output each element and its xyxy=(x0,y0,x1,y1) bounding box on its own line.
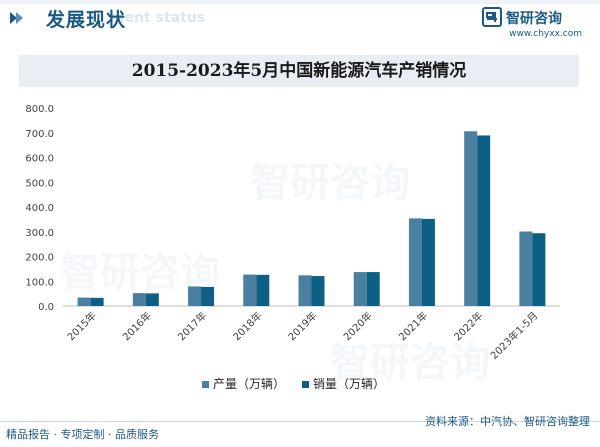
bar-production xyxy=(353,272,367,306)
y-tick-label: 400.0 xyxy=(25,203,54,214)
y-axis-ticks: 0.0 100.0 200.0 300.0 400.0 500.0 600.0 700.0 80… xyxy=(25,104,54,313)
chart-title-bar: 2015-2023年5月中国新能源汽车产销情况 xyxy=(19,55,579,87)
bar-production xyxy=(77,297,91,306)
footer-tagline: 精品报告 · 专项定制 · 品质服务 xyxy=(6,428,159,441)
bar-production xyxy=(298,275,312,306)
watermark-text: 智研咨询 xyxy=(250,160,410,206)
footer-divider xyxy=(0,421,600,422)
x-tick-label: 2023年1-5月 xyxy=(488,309,541,362)
x-tick-label: 2016年 xyxy=(120,309,154,343)
section-title: 发展现状 xyxy=(46,9,127,31)
brand-logo-icon xyxy=(482,7,502,27)
brand-name: 智研咨询 xyxy=(506,11,562,27)
bar-sales xyxy=(532,233,546,306)
legend-label: 销量（万辆） xyxy=(313,377,385,391)
x-tick-label: 2020年 xyxy=(341,309,375,343)
bar-sales xyxy=(90,297,104,306)
bar-production xyxy=(408,218,422,306)
bar-sales xyxy=(145,293,159,306)
y-tick-label: 200.0 xyxy=(25,253,54,264)
y-tick-label: 500.0 xyxy=(25,178,54,189)
section-chevron-icon xyxy=(10,12,23,24)
y-tick-label: 700.0 xyxy=(25,129,54,140)
bar-production xyxy=(132,293,146,306)
x-axis-labels: 2015年 2016年 2017年 2018年 2019年 2020年 2021年 2022年… xyxy=(64,309,540,362)
bar-production xyxy=(519,231,533,306)
brand-url: www.chyxx.com xyxy=(509,29,582,39)
legend-label: 产量（万辆） xyxy=(213,377,285,391)
bar-sales xyxy=(366,272,380,306)
bar-sales xyxy=(477,135,491,306)
brand: 智研咨询 xyxy=(482,7,582,29)
bar-sales xyxy=(256,274,270,306)
header-accent-bar xyxy=(0,0,600,4)
bar-production xyxy=(243,274,257,306)
x-tick-label: 2017年 xyxy=(175,309,209,343)
footer-source: 资料来源：中汽协、智研咨询整理 xyxy=(425,415,590,428)
y-tick-label: 100.0 xyxy=(25,277,54,288)
chart-legend: 产量（万辆） 销量（万辆） xyxy=(202,377,385,391)
bar-sales xyxy=(201,286,215,306)
legend-swatch xyxy=(202,381,209,388)
x-tick-label: 2022年 xyxy=(451,309,485,343)
bar-sales xyxy=(311,276,325,306)
x-tick-label: 2018年 xyxy=(230,309,264,343)
bar-sales xyxy=(421,218,435,306)
y-tick-label: 300.0 xyxy=(25,228,54,239)
y-tick-label: 800.0 xyxy=(25,104,54,115)
page-header: ment status 发展现状 智研咨询 www.chyxx.com xyxy=(0,0,600,44)
bars-group xyxy=(77,131,546,306)
bar-production xyxy=(188,286,202,306)
x-tick-label: 2021年 xyxy=(396,309,430,343)
chart-title: 2015-2023年5月中国新能源汽车产销情况 xyxy=(131,61,467,81)
y-tick-label: 600.0 xyxy=(25,154,54,165)
x-tick-label: 2015年 xyxy=(64,309,98,343)
y-tick-label: 0.0 xyxy=(38,302,54,313)
watermark-text: 智研咨询 xyxy=(330,340,490,386)
x-tick-label: 2019年 xyxy=(285,309,319,343)
bar-production xyxy=(464,131,478,306)
legend-swatch xyxy=(302,381,309,388)
section-subtitle: ment status xyxy=(110,10,206,26)
